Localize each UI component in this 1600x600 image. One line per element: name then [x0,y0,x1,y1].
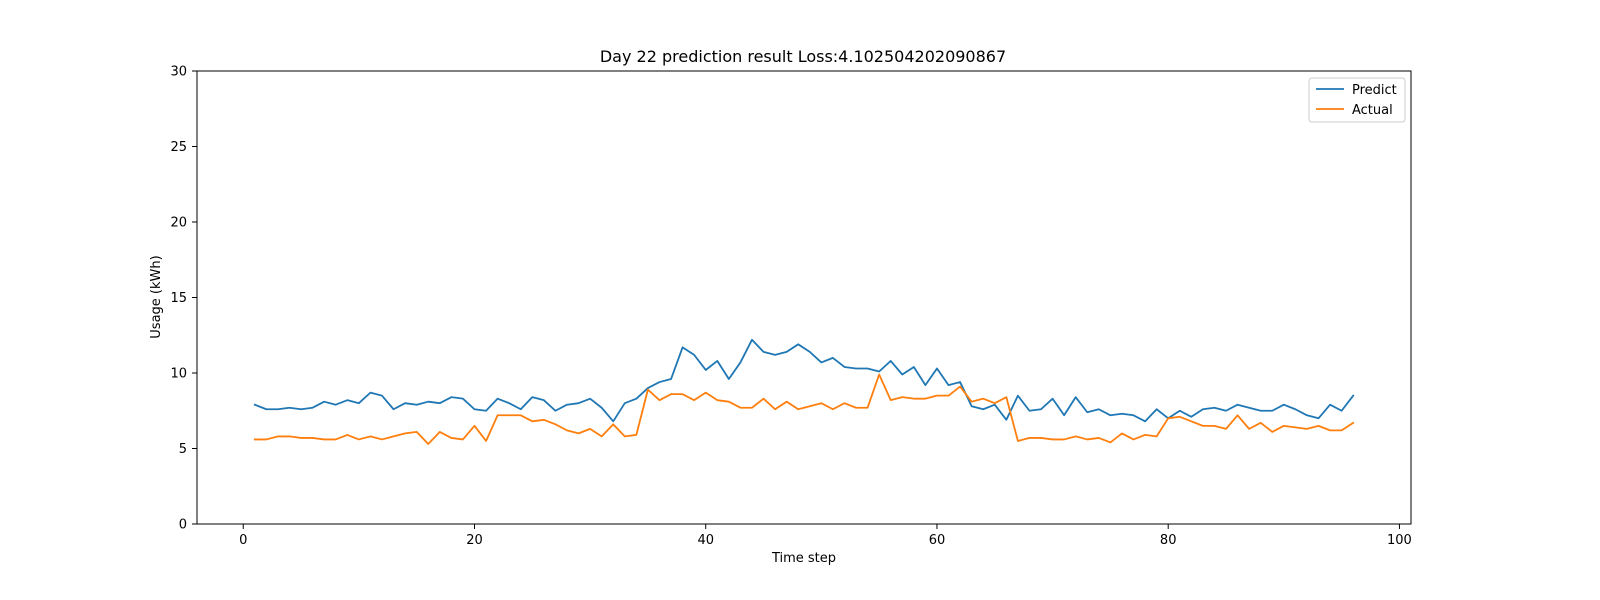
y-tick-label: 25 [170,140,187,155]
y-tick-label: 15 [170,291,187,306]
y-axis: 0 5 10 15 20 25 30 [170,65,197,533]
legend-label-actual: Actual [1352,103,1393,118]
x-axis: 0 20 40 60 80 100 [239,524,1412,548]
y-axis-label: Usage (kWh) [149,255,164,338]
x-tick-label: 20 [466,533,483,548]
x-tick-label: 0 [239,533,247,548]
y-tick-label: 30 [170,65,187,80]
legend: Predict Actual [1308,77,1406,123]
x-tick-label: 40 [697,533,714,548]
y-tick-label: 0 [179,518,187,533]
series-line-predict [253,338,1355,423]
x-tick-label: 80 [1160,533,1177,548]
y-tick-label: 5 [179,442,187,457]
y-tick-label: 10 [170,367,187,382]
x-axis-label: Time step [771,551,836,566]
x-tick-label: 100 [1387,533,1412,548]
series-lines [253,338,1355,445]
x-tick-label: 60 [929,533,946,548]
series-line-actual [253,373,1355,445]
y-tick-label: 20 [170,216,187,231]
legend-label-predict: Predict [1352,83,1397,98]
chart-title: Day 22 prediction result Loss:4.10250420… [600,47,1006,66]
plot-area: 0 20 40 60 80 100 0 5 10 15 20 25 30 [170,65,1411,549]
